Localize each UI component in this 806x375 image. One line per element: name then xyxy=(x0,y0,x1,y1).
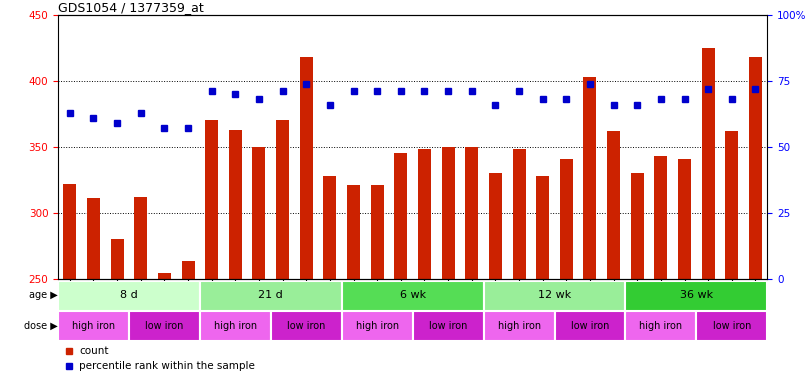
Text: 6 wk: 6 wk xyxy=(400,291,426,300)
Bar xyxy=(484,280,625,310)
Bar xyxy=(252,147,265,279)
Bar xyxy=(342,311,413,341)
Bar xyxy=(347,185,360,279)
Bar xyxy=(607,131,620,279)
Bar xyxy=(200,311,271,341)
Bar xyxy=(135,197,147,279)
Text: low iron: low iron xyxy=(429,321,467,331)
Bar xyxy=(129,311,200,341)
Bar xyxy=(654,156,667,279)
Text: low iron: low iron xyxy=(713,321,751,331)
Text: high iron: high iron xyxy=(639,321,683,331)
Bar xyxy=(536,176,549,279)
Text: low iron: low iron xyxy=(287,321,326,331)
Bar xyxy=(749,57,762,279)
Bar xyxy=(206,120,218,279)
Text: low iron: low iron xyxy=(571,321,609,331)
Bar xyxy=(489,173,502,279)
Bar xyxy=(342,280,484,310)
Text: age ▶: age ▶ xyxy=(29,291,58,300)
Bar xyxy=(465,147,478,279)
Bar xyxy=(413,311,484,341)
Text: high iron: high iron xyxy=(497,321,541,331)
Text: high iron: high iron xyxy=(214,321,257,331)
Text: 12 wk: 12 wk xyxy=(538,291,571,300)
Bar xyxy=(513,150,526,279)
Bar xyxy=(276,120,289,279)
Text: high iron: high iron xyxy=(72,321,115,331)
Bar xyxy=(300,57,313,279)
Bar xyxy=(484,311,555,341)
Bar xyxy=(200,280,342,310)
Bar xyxy=(158,273,171,279)
Text: GDS1054 / 1377359_at: GDS1054 / 1377359_at xyxy=(58,1,204,14)
Text: low iron: low iron xyxy=(145,321,184,331)
Bar xyxy=(181,261,194,279)
Bar xyxy=(58,311,129,341)
Bar xyxy=(394,153,407,279)
Bar xyxy=(229,130,242,279)
Text: 8 d: 8 d xyxy=(120,291,138,300)
Bar xyxy=(725,131,738,279)
Text: 21 d: 21 d xyxy=(259,291,283,300)
Bar xyxy=(702,48,715,279)
Bar xyxy=(64,184,77,279)
Bar xyxy=(371,185,384,279)
Bar xyxy=(442,147,455,279)
Bar xyxy=(418,150,431,279)
Bar xyxy=(696,311,767,341)
Bar xyxy=(271,311,342,341)
Bar xyxy=(58,280,200,310)
Bar xyxy=(555,311,625,341)
Text: percentile rank within the sample: percentile rank within the sample xyxy=(79,361,256,370)
Bar xyxy=(631,173,644,279)
Bar xyxy=(625,311,696,341)
Text: 36 wk: 36 wk xyxy=(679,291,713,300)
Bar xyxy=(625,280,767,310)
Bar xyxy=(110,239,123,279)
Text: high iron: high iron xyxy=(355,321,399,331)
Text: count: count xyxy=(79,346,109,355)
Bar xyxy=(87,198,100,279)
Bar xyxy=(678,159,691,279)
Bar xyxy=(323,176,336,279)
Bar xyxy=(560,159,573,279)
Bar xyxy=(584,77,596,279)
Text: dose ▶: dose ▶ xyxy=(24,321,58,331)
